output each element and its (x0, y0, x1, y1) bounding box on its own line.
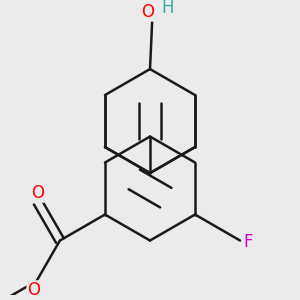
Text: O: O (141, 3, 154, 21)
Text: H: H (161, 0, 174, 17)
Text: O: O (27, 281, 40, 299)
Text: F: F (243, 233, 253, 251)
Text: O: O (31, 184, 44, 202)
